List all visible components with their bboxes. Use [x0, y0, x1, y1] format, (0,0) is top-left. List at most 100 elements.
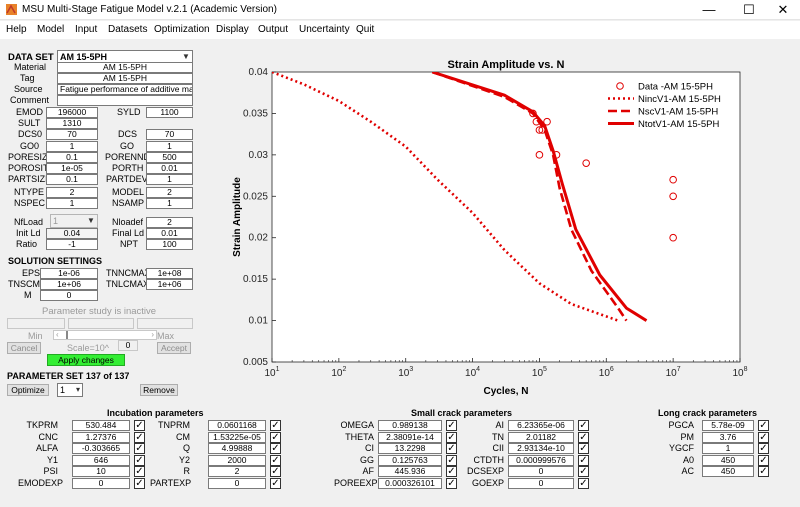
checkbox-small-crack-param[interactable]: ✓ [578, 466, 589, 477]
study-slider[interactable]: ‹ › [53, 330, 157, 340]
menu-datasets[interactable]: Datasets [108, 24, 148, 35]
incubation-param-field[interactable]: 0 [208, 477, 266, 489]
menu-output[interactable]: Output [258, 24, 289, 35]
nloadef-field[interactable]: 2 [146, 217, 193, 228]
long-crack-param-field[interactable]: 5.78e-09 [702, 420, 754, 431]
menu-input[interactable]: Input [75, 24, 98, 35]
incubation-param-field[interactable]: 4.99888 [208, 443, 266, 454]
incubation-param-field[interactable]: 1.27376 [72, 431, 130, 443]
checkbox-small-crack-param[interactable]: ✓ [578, 454, 589, 466]
npt-field[interactable]: 100 [146, 239, 193, 250]
ratio-field[interactable]: -1 [46, 239, 98, 250]
partdev-field[interactable]: 1 [146, 174, 193, 185]
parameter-set-select[interactable]: 1 ▾ [57, 383, 83, 397]
model-field[interactable]: 2 [146, 187, 193, 198]
checkbox-small-crack-param[interactable]: ✓ [446, 454, 457, 466]
checkbox-incubation-param[interactable]: ✓ [134, 443, 145, 454]
checkbox-small-crack-param[interactable]: ✓ [578, 443, 589, 454]
incubation-param-field[interactable]: 0.0601168 [208, 420, 266, 431]
small-crack-param-field[interactable]: 6.23365e-06 [508, 420, 574, 431]
study-accept-button[interactable]: Accept [157, 342, 191, 354]
small-crack-param-field[interactable]: 0.000326101 [378, 477, 442, 489]
apply-changes-button[interactable]: Apply changes [47, 354, 125, 366]
chevron-left-icon[interactable]: ‹ [56, 330, 59, 339]
tag-field[interactable]: AM 15-5PH [57, 73, 193, 84]
menu-model[interactable]: Model [37, 24, 65, 35]
incubation-param-field[interactable]: 10 [72, 466, 130, 477]
checkbox-incubation-param[interactable]: ✓ [134, 477, 145, 489]
incubation-param-field[interactable]: 0 [72, 477, 130, 489]
partsize-field[interactable]: 0.1 [46, 174, 98, 185]
long-crack-param-field[interactable]: 3.76 [702, 431, 754, 443]
checkbox-long-crack-param[interactable]: ✓ [758, 431, 769, 443]
menu-uncertainty[interactable]: Uncertainty [299, 24, 350, 35]
incubation-param-field[interactable]: -0.303665 [72, 443, 130, 454]
small-crack-param-field[interactable]: 2.93134e-10 [508, 443, 574, 454]
checkbox-small-crack-param[interactable]: ✓ [446, 466, 457, 477]
checkbox-long-crack-param[interactable]: ✓ [758, 454, 769, 466]
initld-field[interactable]: 0.04 [46, 228, 98, 239]
checkbox-incubation-param[interactable]: ✓ [270, 477, 281, 489]
checkbox-small-crack-param[interactable]: ✓ [578, 420, 589, 431]
checkbox-incubation-param[interactable]: ✓ [134, 431, 145, 443]
small-crack-param-field[interactable]: 0.125763 [378, 454, 442, 466]
menu-quit[interactable]: Quit [356, 24, 375, 35]
ntype-field[interactable]: 2 [46, 187, 98, 198]
incubation-param-field[interactable]: 2 [208, 466, 266, 477]
incubation-param-field[interactable]: 646 [72, 454, 130, 466]
checkbox-long-crack-param[interactable]: ✓ [758, 420, 769, 431]
checkbox-incubation-param[interactable]: ✓ [134, 454, 145, 466]
checkbox-incubation-param[interactable]: ✓ [270, 443, 281, 454]
checkbox-small-crack-param[interactable]: ✓ [446, 443, 457, 454]
checkbox-long-crack-param[interactable]: ✓ [758, 443, 769, 454]
small-crack-param-field[interactable]: 2.38091e-14 [378, 431, 442, 443]
optimize-button[interactable]: Optimize [7, 384, 49, 396]
porosity-field[interactable]: 1e-05 [46, 163, 98, 174]
checkbox-incubation-param[interactable]: ✓ [270, 454, 281, 466]
source-field[interactable]: Fatigue performance of additive manufa [57, 84, 193, 95]
checkbox-small-crack-param[interactable]: ✓ [446, 420, 457, 431]
scale-field[interactable]: 0 [118, 340, 138, 351]
small-crack-param-field[interactable]: 0 [508, 466, 574, 477]
go0-field[interactable]: 1 [46, 141, 98, 152]
checkbox-incubation-param[interactable]: ✓ [270, 466, 281, 477]
incubation-param-field[interactable]: 2000 [208, 454, 266, 466]
dcs0-field[interactable]: 70 [46, 129, 98, 140]
nsamp-field[interactable]: 1 [146, 198, 193, 209]
menu-help[interactable]: Help [6, 24, 27, 35]
checkbox-small-crack-param[interactable]: ✓ [446, 431, 457, 443]
tnlcmax-field[interactable]: 1e+06 [146, 279, 193, 290]
dcs-field[interactable]: 70 [146, 129, 193, 140]
porennd-field[interactable]: 500 [146, 152, 193, 163]
checkbox-small-crack-param[interactable]: ✓ [446, 477, 457, 489]
small-crack-param-field[interactable]: 0.989138 [378, 420, 442, 431]
checkbox-incubation-param[interactable]: ✓ [134, 420, 145, 431]
small-crack-param-field[interactable]: 445.936 [378, 466, 442, 477]
incubation-param-field[interactable]: 1.53225e-05 [208, 431, 266, 443]
eps-field[interactable]: 1e-06 [40, 268, 98, 279]
poresize-field[interactable]: 0.1 [46, 152, 98, 163]
small-crack-param-field[interactable]: 13.2298 [378, 443, 442, 454]
minimize-button[interactable]: — [702, 2, 716, 17]
checkbox-small-crack-param[interactable]: ✓ [578, 431, 589, 443]
small-crack-param-field[interactable]: 0.000999576 [508, 454, 574, 466]
remove-button[interactable]: Remove [140, 384, 178, 396]
checkbox-small-crack-param[interactable]: ✓ [578, 477, 589, 489]
menu-display[interactable]: Display [216, 24, 249, 35]
comment-field[interactable] [57, 95, 193, 106]
m-field[interactable]: 0 [40, 290, 98, 301]
nspec-field[interactable]: 1 [46, 198, 98, 209]
emod-field[interactable]: 196000 [46, 107, 98, 118]
go-field[interactable]: 1 [146, 141, 193, 152]
material-field[interactable]: AM 15-5PH [57, 62, 193, 73]
menu-optimization[interactable]: Optimization [154, 24, 210, 35]
slider-thumb[interactable] [66, 331, 68, 339]
finalld-field[interactable]: 0.01 [146, 228, 193, 239]
tnncmax-field[interactable]: 1e+08 [146, 268, 193, 279]
sult-field[interactable]: 1310 [46, 118, 98, 129]
small-crack-param-field[interactable]: 0 [508, 477, 574, 489]
close-button[interactable]: ✕ [777, 2, 789, 17]
long-crack-param-field[interactable]: 450 [702, 454, 754, 466]
syld-field[interactable]: 1100 [146, 107, 193, 118]
maximize-button[interactable]: ☐ [743, 2, 755, 17]
